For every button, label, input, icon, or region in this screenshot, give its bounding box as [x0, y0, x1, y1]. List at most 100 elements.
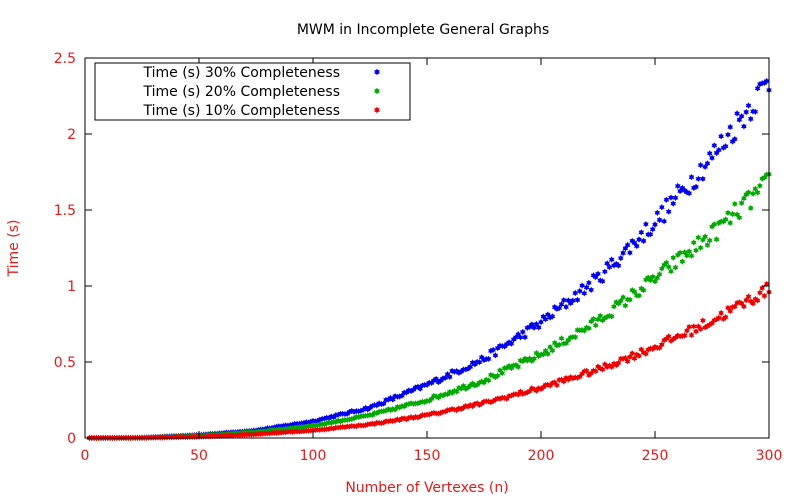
data-point [686, 323, 692, 331]
data-point [549, 347, 556, 354]
data-point [725, 304, 731, 311]
data-point [659, 341, 665, 348]
data-point [672, 194, 679, 201]
series-1-points [86, 77, 772, 442]
data-point [599, 278, 606, 285]
data-point [531, 324, 537, 331]
data-point [754, 297, 761, 304]
data-point [622, 245, 629, 252]
data-point [494, 372, 501, 379]
data-point [581, 290, 588, 297]
data-point [561, 297, 567, 304]
data-point [563, 303, 569, 311]
data-point [697, 325, 704, 333]
data-point [640, 237, 647, 245]
data-point [611, 303, 617, 310]
data-point [656, 216, 663, 224]
data-point [654, 209, 661, 216]
data-point [670, 254, 676, 261]
data-point [665, 263, 672, 271]
data-point [711, 221, 718, 228]
data-point [729, 210, 736, 218]
data-point [693, 247, 699, 254]
data-point [517, 334, 524, 341]
data-point [741, 303, 747, 310]
data-point [700, 175, 706, 183]
data-point [757, 289, 763, 296]
axis-ticks: 0 50 100 150 200 250 300 0 0.5 1 1.5 2 2.5 [54, 51, 783, 464]
data-point [686, 248, 692, 255]
data-point [659, 265, 665, 272]
data-point [732, 200, 738, 208]
data-point [492, 352, 499, 359]
data-point [713, 236, 720, 243]
data-point [586, 325, 592, 332]
data-point [722, 143, 729, 150]
x-tick-label: 150 [414, 448, 441, 464]
x-tick-label: 250 [642, 448, 669, 464]
data-point [668, 268, 674, 275]
data-point [725, 209, 731, 216]
data-point [624, 358, 631, 365]
data-point [643, 221, 649, 228]
data-point [638, 229, 645, 236]
data-point [734, 110, 740, 117]
data-point [693, 183, 699, 190]
data-point [704, 160, 711, 167]
data-point [540, 351, 547, 358]
data-point [515, 363, 521, 371]
data-point [654, 274, 661, 282]
data-point [508, 340, 515, 347]
legend-label: Time (s) 10% Completeness [143, 103, 341, 119]
data-point [745, 293, 752, 300]
data-point [620, 294, 626, 301]
data-point [677, 249, 683, 256]
data-point [665, 208, 672, 215]
y-axis-label: Time (s) [6, 220, 22, 278]
data-point [727, 308, 733, 315]
data-point [649, 226, 656, 233]
data-point [718, 133, 724, 140]
x-tick-label: 200 [528, 448, 555, 464]
data-point [572, 333, 578, 341]
data-point [722, 314, 729, 321]
data-point [447, 373, 453, 381]
y-tick-label: 2 [67, 127, 76, 143]
data-point [558, 301, 565, 308]
data-point [702, 163, 708, 170]
data-point [750, 190, 756, 197]
data-point [700, 317, 706, 324]
data-point [620, 249, 626, 257]
data-point [763, 77, 770, 85]
data-point [752, 108, 759, 115]
data-point [748, 204, 754, 212]
data-point [542, 316, 549, 323]
y-tick-label: 1 [67, 279, 76, 295]
data-point [693, 328, 699, 335]
data-point [499, 369, 505, 377]
data-point [533, 320, 540, 328]
data-point [417, 385, 423, 392]
data-point [627, 296, 633, 303]
data-points [86, 77, 772, 442]
data-point [663, 259, 670, 266]
data-point [725, 131, 731, 138]
data-point [754, 85, 761, 92]
data-point [684, 252, 690, 259]
data-point [572, 289, 578, 297]
data-point [736, 116, 743, 123]
data-point [697, 244, 704, 251]
data-point [668, 194, 674, 201]
data-point [556, 304, 562, 312]
data-point [485, 377, 492, 384]
data-point [665, 333, 672, 340]
data-point [640, 287, 647, 294]
data-point [643, 350, 649, 358]
y-tick-label: 0 [67, 431, 76, 447]
data-point [745, 102, 752, 109]
data-point [750, 300, 756, 307]
data-point [716, 314, 722, 322]
data-point [675, 182, 681, 190]
x-tick-label: 0 [81, 448, 90, 464]
data-point [586, 279, 592, 286]
